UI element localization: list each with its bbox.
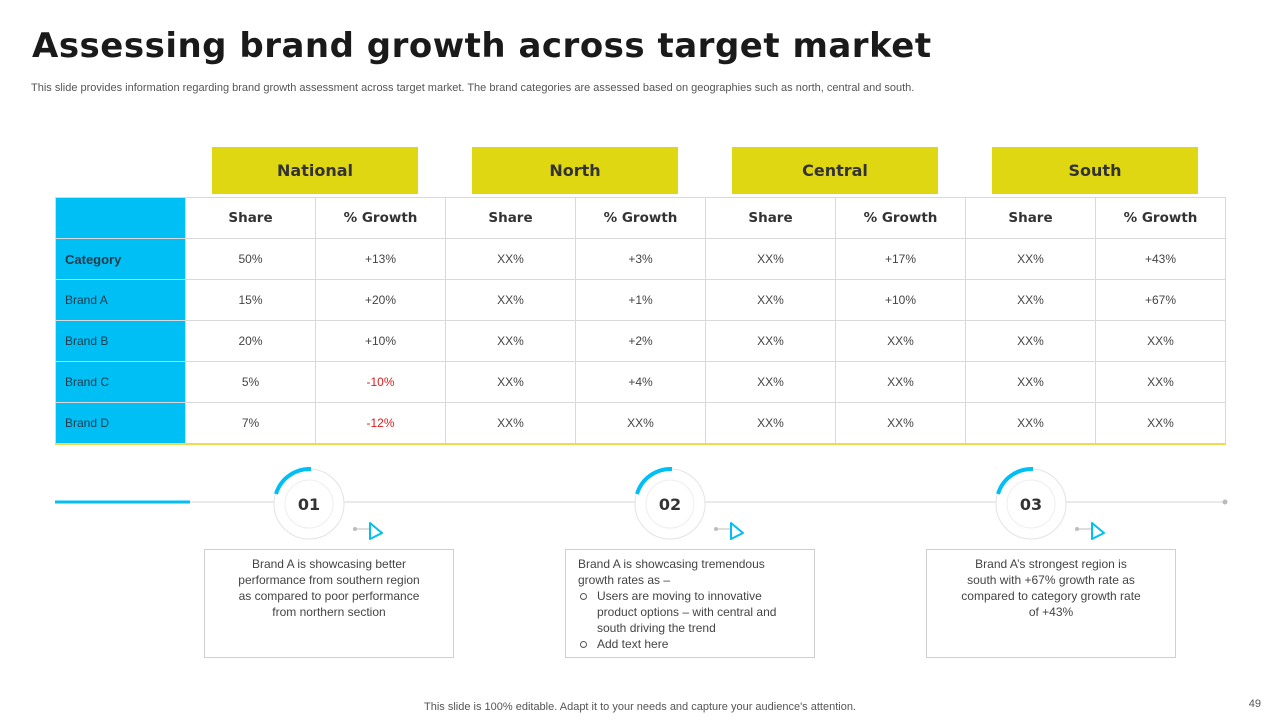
region-header-central: Central: [732, 147, 938, 194]
note-box-3: Brand A’s strongest region is south with…: [926, 549, 1176, 658]
region-header-north: North: [472, 147, 678, 194]
step-marker-1: 01: [273, 466, 383, 540]
arrow-right-icon: [369, 522, 383, 540]
table-cell: +2%: [575, 320, 706, 362]
table-row: Brand A 15% +20% XX% +1% XX% +10% XX% +6…: [55, 279, 1226, 321]
table-cell: XX%: [1095, 320, 1226, 362]
table-cell: XX%: [705, 238, 836, 280]
arrow-tail-dot: [353, 527, 357, 531]
column-header: % Growth: [575, 197, 706, 239]
column-header: Share: [965, 197, 1096, 239]
table-cell: XX%: [705, 320, 836, 362]
table-cell: XX%: [835, 320, 966, 362]
table-cell: XX%: [705, 279, 836, 321]
table-row: Brand B 20% +10% XX% +2% XX% XX% XX% XX%: [55, 320, 1226, 362]
table-cell: +10%: [835, 279, 966, 321]
step-number: 01: [298, 495, 320, 514]
row-label: Brand D: [55, 402, 186, 445]
row-label: Category: [55, 238, 186, 280]
step-inner-circle: [645, 479, 695, 529]
note-bullet-list: Users are moving to innovative product o…: [578, 588, 802, 652]
table-cell: +3%: [575, 238, 706, 280]
column-header: % Growth: [315, 197, 446, 239]
arrow-right-icon: [730, 522, 744, 540]
note-bullet: Users are moving to innovative product o…: [578, 588, 802, 636]
table-cell: XX%: [705, 361, 836, 403]
table-row: Category 50% +13% XX% +3% XX% +17% XX% +…: [55, 238, 1226, 280]
row-label: Brand B: [55, 320, 186, 362]
table-cell: XX%: [835, 402, 966, 445]
column-header: % Growth: [1095, 197, 1226, 239]
table-cell: XX%: [1095, 402, 1226, 445]
note-box-2: Brand A is showcasing tremendous growth …: [565, 549, 815, 658]
brand-growth-table: Share % Growth Share % Growth Share % Gr…: [55, 197, 1226, 445]
step-timeline: 01 02 03: [55, 466, 1228, 540]
table-cell: +67%: [1095, 279, 1226, 321]
table-cell: XX%: [1095, 361, 1226, 403]
table-cell: XX%: [445, 238, 576, 280]
table-cell: XX%: [445, 320, 576, 362]
table-cell: 7%: [185, 402, 316, 445]
note-intro: Brand A is showcasing tremendous growth …: [578, 557, 765, 587]
arrow-tail-dot: [714, 527, 718, 531]
column-header: % Growth: [835, 197, 966, 239]
region-header-national: National: [212, 147, 418, 194]
column-header: Share: [445, 197, 576, 239]
table-cell: XX%: [445, 361, 576, 403]
table-cell: XX%: [965, 238, 1096, 280]
arrow-tail-dot: [1075, 527, 1079, 531]
table-cell: XX%: [705, 402, 836, 445]
table-cell: +43%: [1095, 238, 1226, 280]
note-bullet: Add text here: [578, 636, 802, 652]
row-label: Brand C: [55, 361, 186, 403]
table-cell: 20%: [185, 320, 316, 362]
column-header: Share: [705, 197, 836, 239]
note-box-1: Brand A is showcasing better performance…: [204, 549, 454, 658]
corner-cell: [55, 197, 186, 239]
step-progress-arc: [635, 466, 673, 495]
table-cell: 50%: [185, 238, 316, 280]
table-cell: XX%: [965, 402, 1096, 445]
table-cell: +4%: [575, 361, 706, 403]
table-cell-negative: -12%: [315, 402, 446, 445]
table-cell: XX%: [575, 402, 706, 445]
step-marker-3: 03: [995, 466, 1105, 540]
arrow-right-icon: [1091, 522, 1105, 540]
table-cell: +17%: [835, 238, 966, 280]
table-cell: 5%: [185, 361, 316, 403]
table-row: Brand D 7% -12% XX% XX% XX% XX% XX% XX%: [55, 402, 1226, 445]
step-inner-circle: [1006, 479, 1056, 529]
table-cell: XX%: [445, 279, 576, 321]
slide-footer: This slide is 100% editable. Adapt it to…: [424, 701, 856, 713]
row-label: Brand A: [55, 279, 186, 321]
step-number: 03: [1020, 495, 1042, 514]
table-cell: 15%: [185, 279, 316, 321]
table-cell: +1%: [575, 279, 706, 321]
table-cell: XX%: [965, 361, 1096, 403]
table-row: Brand C 5% -10% XX% +4% XX% XX% XX% XX%: [55, 361, 1226, 403]
step-marker-2: 02: [634, 466, 744, 540]
table-cell: +10%: [315, 320, 446, 362]
table-cell: +13%: [315, 238, 446, 280]
table-cell-negative: -10%: [315, 361, 446, 403]
table-cell: XX%: [445, 402, 576, 445]
column-header: Share: [185, 197, 316, 239]
table-cell: XX%: [965, 279, 1096, 321]
table-header-row: Share % Growth Share % Growth Share % Gr…: [55, 197, 1226, 239]
step-progress-arc: [274, 466, 312, 495]
page-number: 49: [1248, 698, 1261, 710]
table-cell: +20%: [315, 279, 446, 321]
slide-subtitle: This slide provides information regardin…: [31, 82, 915, 94]
slide-title: Assessing brand growth across target mar…: [32, 26, 932, 66]
step-progress-arc: [996, 466, 1034, 495]
timeline-end-dot: [1222, 499, 1228, 505]
region-header-south: South: [992, 147, 1198, 194]
table-cell: XX%: [965, 320, 1096, 362]
step-number: 02: [659, 495, 681, 514]
table-cell: XX%: [835, 361, 966, 403]
step-inner-circle: [284, 479, 334, 529]
